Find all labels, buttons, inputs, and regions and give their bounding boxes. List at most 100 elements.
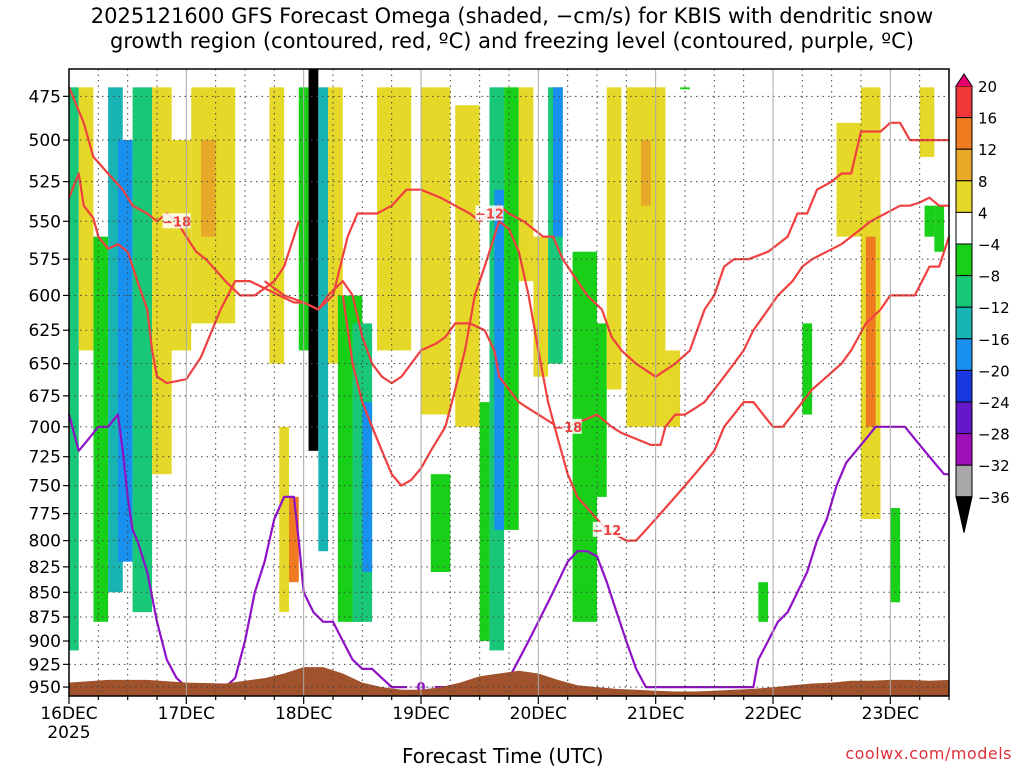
colorbar-top-fill: [956, 85, 972, 86]
omega-cell-32: [572, 251, 597, 622]
colorbar-label-8: −16: [978, 331, 1010, 349]
omega-cell-11: [279, 426, 289, 613]
omega-cell-10: [269, 87, 285, 364]
chart-title: 2025121600 GFS Forecast Omega (shaded, −…: [0, 4, 1024, 54]
x-tick-label-5: 21DEC: [627, 704, 684, 724]
omega-cell-34: [606, 87, 622, 390]
omega-cell-28: [518, 87, 534, 282]
omega-cell-35: [626, 87, 666, 427]
colorbar-box-10: [955, 369, 973, 403]
colorbar-label-1: 16: [978, 110, 997, 128]
y-tick-label-13: 800: [29, 532, 61, 552]
y-tick-label-12: 775: [29, 505, 61, 525]
contour-label-2: −18: [553, 421, 582, 436]
contour-label-3: −12: [592, 524, 621, 539]
y-tick-label-16: 875: [29, 608, 61, 628]
y-tick-label-18: 925: [29, 655, 61, 675]
omega-cell-26: [494, 189, 505, 530]
x-tick-label-1: 17DEC: [158, 704, 215, 724]
x-tick-label-0: 16DEC: [40, 704, 97, 724]
colorbar-label-12: −32: [978, 457, 1010, 475]
colorbar-box-13: [955, 464, 973, 498]
omega-cell-46: [924, 205, 935, 237]
omega-shading: [69, 69, 945, 651]
omega-cell-33: [597, 323, 607, 497]
colorbar-label-3: 8: [978, 173, 988, 191]
y-tick-label-5: 600: [29, 286, 61, 306]
y-tick-label-11: 750: [29, 477, 61, 497]
y-tick-label-14: 825: [29, 558, 61, 578]
colorbar-label-10: −24: [978, 394, 1010, 412]
omega-cell-31: [553, 87, 563, 237]
y-tick-label-1: 500: [29, 131, 61, 151]
omega-cell-1: [78, 87, 94, 351]
colorbar-label-0: 20: [978, 78, 997, 96]
y-tick-label-6: 625: [29, 321, 61, 341]
y-tick-label-9: 700: [29, 418, 61, 438]
colorbar-box-2: [955, 117, 973, 150]
contour-label-1: −18: [162, 215, 191, 230]
site-credit[interactable]: coolwx.com/models: [845, 744, 1012, 763]
colorbar-label-13: −36: [978, 489, 1010, 507]
colorbar-label-4: 4: [978, 204, 988, 222]
y-tick-label-10: 725: [29, 448, 61, 468]
y-tick-label-8: 675: [29, 387, 61, 407]
contour-label-bg-3: [592, 521, 621, 537]
omega-cell-12: [289, 496, 299, 583]
colorbar-box-6: [955, 243, 973, 277]
colorbar-box-1: [955, 85, 973, 119]
contour-label-0: −12: [475, 208, 504, 223]
x-tick-label-4: 20DEC: [510, 704, 567, 724]
colorbar-label-5: −4: [978, 236, 1000, 254]
omega-cell-43: [865, 236, 876, 427]
omega-cell-37: [665, 350, 681, 427]
contour-label-bg-2: [553, 418, 582, 434]
omega-cell-45: [919, 87, 935, 157]
colorbar: 20 16 12 8 4 −4 −8 −12 −16 −20 −24 −28 −32 −36: [955, 73, 1010, 533]
x-tick-sublabel-0: 2025: [47, 723, 90, 743]
y-tick-label-7: 650: [29, 355, 61, 375]
omega-cell-24: [479, 402, 490, 641]
x-tick-label-2: 18DEC: [275, 704, 332, 724]
colorbar-box-8: [955, 306, 973, 340]
omega-cell-0: [69, 87, 79, 651]
y-tick-label-15: 850: [29, 583, 61, 603]
y-tick-label-17: 900: [29, 632, 61, 652]
colorbar-box-9: [955, 338, 973, 371]
colorbar-box-5: [955, 211, 973, 245]
colorbar-label-7: −12: [978, 299, 1010, 317]
colorbar-bottom-arrow: [955, 496, 973, 533]
omega-cell-7: [166, 140, 192, 351]
omega-cell-27: [504, 87, 519, 530]
y-tick-label-2: 525: [29, 173, 61, 193]
x-tick-label-7: 23DEC: [862, 704, 919, 724]
omega-cell-29: [533, 236, 549, 377]
omega-cell-22: [430, 474, 451, 572]
omega-cell-38: [680, 87, 690, 90]
grid-lines: [69, 69, 949, 696]
omega-cell-4: [117, 140, 133, 562]
title-line-1: 2025121600 GFS Forecast Omega (shaded, −…: [90, 4, 934, 28]
x-tick-label-3: 19DEC: [392, 704, 449, 724]
terrain-fill: [69, 667, 949, 696]
omega-cell-5: [132, 87, 153, 613]
y-tick-label-4: 575: [29, 250, 61, 270]
omega-cell-21: [421, 87, 451, 415]
y-tick-label-0: 475: [29, 87, 61, 107]
omega-cell-16: [328, 87, 343, 364]
y-tick-label-3: 550: [29, 212, 61, 232]
omega-cell-20: [377, 87, 412, 351]
omega-cell-15: [318, 87, 329, 552]
x-axis-title: Forecast Time (UTC): [402, 744, 604, 768]
omega-cell-47: [934, 205, 945, 252]
colorbar-label-2: 12: [978, 141, 997, 159]
omega-cell-19: [362, 402, 373, 572]
colorbar-box-7: [955, 275, 973, 308]
y-axis: 475 500 525 550 575 600 625 650 675 700 725 750 775 8…: [29, 87, 69, 698]
contour-label-bg-0: [475, 205, 504, 221]
omega-cell-39: [758, 582, 769, 622]
colorbar-box-4: [955, 180, 973, 213]
x-tick-label-6: 22DEC: [744, 704, 801, 724]
